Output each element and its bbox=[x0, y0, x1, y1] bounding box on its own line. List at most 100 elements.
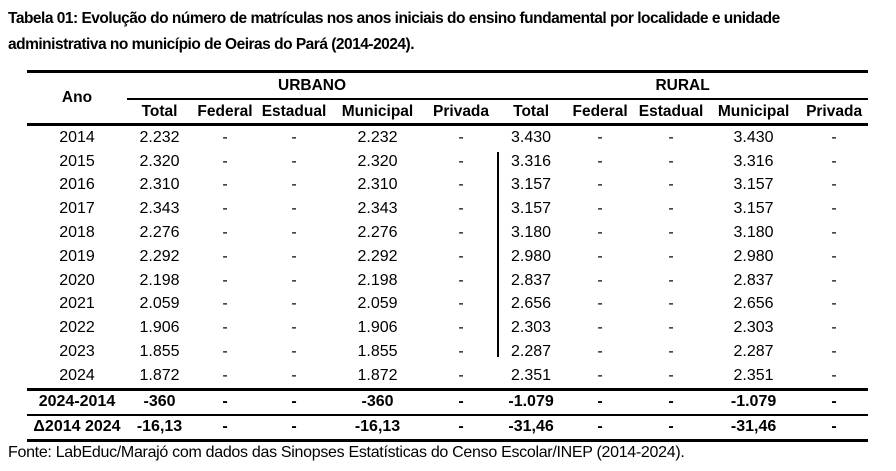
cell-rural-estadual: - bbox=[635, 389, 708, 416]
row-label: Δ2014 2024 bbox=[27, 414, 127, 442]
cell-urbano-total: 2.276 bbox=[139, 224, 180, 242]
cell-rural-privada: - bbox=[831, 247, 837, 265]
row-label: 2022 bbox=[59, 319, 95, 337]
cell-rural-estadual: - bbox=[668, 176, 674, 194]
cell-urbano-municipal: 1.906 bbox=[357, 319, 398, 337]
cell-urbano-estadual: - bbox=[291, 224, 297, 242]
cell-rural-municipal: 3.430 bbox=[733, 128, 774, 146]
cell-urbano-privada: - bbox=[458, 271, 464, 289]
cell-urbano-privada: - bbox=[458, 152, 464, 170]
cell-urbano-total: 2.292 bbox=[139, 247, 180, 265]
cell-rural-privada: - bbox=[800, 363, 869, 391]
cell-urbano-total: 2.059 bbox=[139, 295, 180, 313]
cell-rural-privada: - bbox=[831, 295, 837, 313]
cell-rural-estadual: - bbox=[668, 247, 674, 265]
cell-rural-federal: - bbox=[565, 363, 636, 391]
cell-rural-privada: - bbox=[831, 319, 837, 337]
group-header-row: Ano URBANO RURAL bbox=[27, 71, 869, 126]
cell-rural-federal: - bbox=[565, 389, 636, 416]
cell-rural-federal: - bbox=[597, 247, 603, 265]
cell-rural-total: 2.980 bbox=[511, 247, 552, 265]
cell-urbano-federal: - bbox=[222, 224, 228, 242]
cell-urbano-federal: - bbox=[222, 343, 228, 361]
cell-rural-total: 3.316 bbox=[511, 152, 552, 170]
cell-urbano-total: 1.906 bbox=[139, 319, 180, 337]
cell-rural-estadual: - bbox=[668, 128, 674, 146]
group-header-rural: RURAL bbox=[497, 71, 869, 100]
table-row: 2017 2.343 - - 2.343 - 3.157 - - 3.157 - bbox=[27, 197, 868, 221]
row-label: 2019 bbox=[59, 247, 95, 265]
cell-urbano-estadual: - bbox=[291, 271, 297, 289]
subheader-rural-estadual: Estadual bbox=[635, 99, 708, 126]
cell-urbano-estadual: - bbox=[291, 200, 297, 218]
subheader-row: Total Federal Estadual Municipal Privada… bbox=[27, 99, 869, 126]
cell-rural-federal: - bbox=[597, 200, 603, 218]
row-label: 2024 bbox=[27, 363, 127, 391]
cell-urbano-estadual: - bbox=[258, 363, 330, 391]
cell-urbano-federal: - bbox=[222, 247, 228, 265]
cell-rural-estadual: - bbox=[668, 319, 674, 337]
cell-rural-estadual: - bbox=[668, 224, 674, 242]
subheader-rural-municipal: Municipal bbox=[707, 99, 801, 126]
cell-urbano-municipal: -16,13 bbox=[330, 414, 425, 442]
subheader-urbano-federal: Federal bbox=[192, 99, 258, 126]
cell-urbano-municipal: 2.276 bbox=[357, 224, 398, 242]
cell-urbano-municipal: 2.059 bbox=[357, 295, 398, 313]
cell-rural-municipal: -31,46 bbox=[707, 414, 801, 442]
subheader-urbano-estadual: Estadual bbox=[258, 99, 330, 126]
cell-urbano-federal: - bbox=[222, 295, 228, 313]
cell-rural-total: 2.303 bbox=[511, 319, 552, 337]
row-label: 2015 bbox=[59, 152, 95, 170]
cell-rural-federal: - bbox=[597, 176, 603, 194]
cell-urbano-total: -360 bbox=[127, 389, 192, 416]
subheader-rural-federal: Federal bbox=[565, 99, 636, 126]
cell-rural-municipal: 2.303 bbox=[733, 319, 774, 337]
cell-rural-total: 2.656 bbox=[511, 295, 552, 313]
subheader-urbano-total: Total bbox=[127, 99, 192, 126]
cell-rural-municipal: 2.837 bbox=[733, 271, 774, 289]
matriculas-table: Ano URBANO RURAL Total Federal Estadual … bbox=[27, 70, 869, 442]
cell-urbano-municipal: 2.292 bbox=[357, 247, 398, 265]
table-row: 2015 2.320 - - 2.320 - 3.316 - - 3.316 - bbox=[27, 150, 868, 174]
table-row: 2016 2.310 - - 2.310 - 3.157 - - 3.157 - bbox=[27, 174, 868, 198]
cell-urbano-municipal: 2.232 bbox=[357, 128, 398, 146]
cell-rural-federal: - bbox=[597, 319, 603, 337]
cell-urbano-total: 2.310 bbox=[139, 176, 180, 194]
table-row: 2022 1.906 - - 1.906 - 2.303 - - 2.303 - bbox=[27, 316, 868, 340]
table-row: 2019 2.292 - - 2.292 - 2.980 - - 2.980 - bbox=[27, 245, 868, 269]
cell-rural-estadual: - bbox=[668, 152, 674, 170]
cell-urbano-privada: - bbox=[458, 295, 464, 313]
cell-rural-privada: - bbox=[831, 200, 837, 218]
row-label: 2016 bbox=[59, 176, 95, 194]
cell-rural-estadual: - bbox=[668, 295, 674, 313]
cell-rural-estadual: - bbox=[668, 343, 674, 361]
cell-urbano-federal: - bbox=[222, 176, 228, 194]
row-label: 2014 bbox=[59, 128, 95, 146]
table-title: Tabela 01: Evolução do número de matrícu… bbox=[8, 10, 780, 53]
cell-urbano-privada: - bbox=[458, 247, 464, 265]
cell-rural-federal: - bbox=[597, 343, 603, 361]
cell-rural-municipal: 3.157 bbox=[733, 176, 774, 194]
cell-rural-municipal: 3.157 bbox=[733, 200, 774, 218]
cell-urbano-federal: - bbox=[222, 200, 228, 218]
table-row: 2021 2.059 - - 2.059 - 2.656 - - 2.656 - bbox=[27, 293, 868, 317]
cell-rural-total: 2.837 bbox=[511, 271, 552, 289]
cell-urbano-privada: - bbox=[425, 414, 498, 442]
cell-rural-total: -31,46 bbox=[497, 414, 566, 442]
cell-urbano-federal: - bbox=[192, 414, 258, 442]
cell-urbano-estadual: - bbox=[291, 343, 297, 361]
cell-urbano-estadual: - bbox=[291, 152, 297, 170]
table-source: Fonte: LabEduc/Marajó com dados das Sino… bbox=[8, 444, 685, 461]
subheader-rural-privada: Privada bbox=[800, 99, 869, 126]
row-label: 2023 bbox=[59, 343, 95, 361]
cell-urbano-estadual: - bbox=[291, 319, 297, 337]
row-label: 2021 bbox=[59, 295, 95, 313]
cell-urbano-privada: - bbox=[458, 343, 464, 361]
cell-rural-estadual: - bbox=[635, 363, 708, 391]
subheader-urbano-privada: Privada bbox=[425, 99, 498, 126]
table-row: 2024 1.872- -1.872-2.351- -2.351- bbox=[27, 363, 869, 391]
cell-rural-privada: - bbox=[831, 128, 837, 146]
cell-urbano-total: 1.855 bbox=[139, 343, 180, 361]
cell-urbano-privada: - bbox=[425, 389, 498, 416]
cell-rural-total: 3.157 bbox=[511, 200, 552, 218]
